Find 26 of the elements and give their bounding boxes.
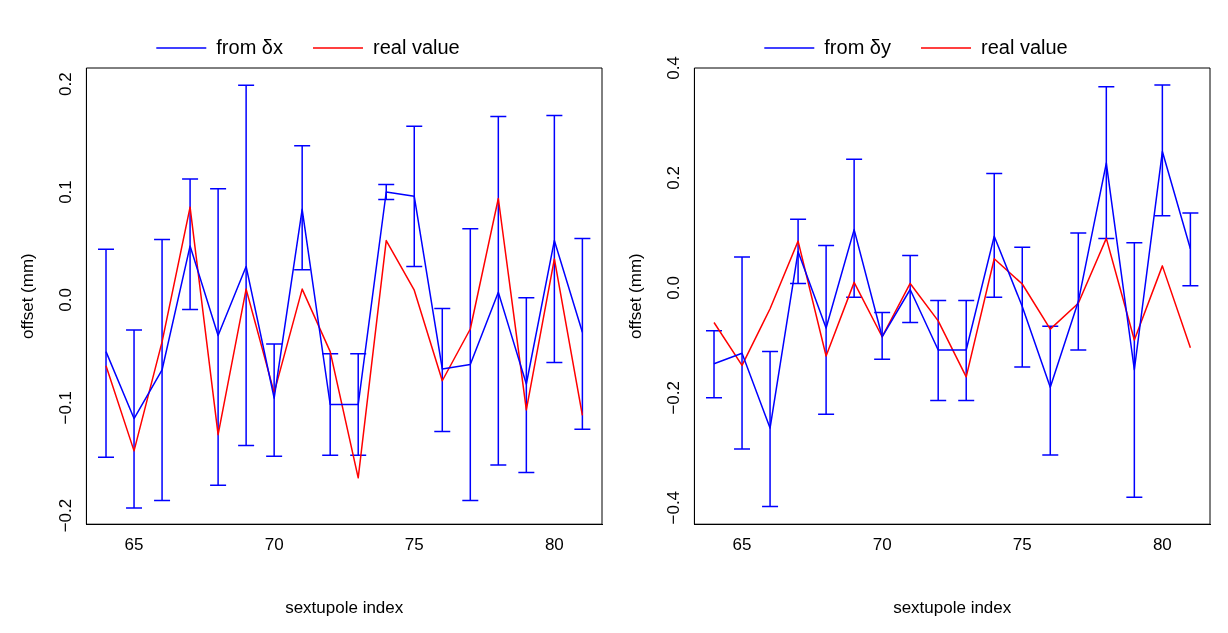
y-tick-label: −0.2: [663, 381, 683, 415]
y-tick-label: −0.1: [55, 390, 75, 425]
x-tick-label: 65: [732, 535, 752, 555]
legend-label: real value: [372, 35, 460, 58]
x-tick-label: 70: [872, 535, 892, 555]
y-axis-title: offset (mm): [17, 253, 37, 339]
legend-label: from δy: [824, 35, 891, 58]
legend-label: real value: [980, 35, 1068, 58]
y-tick-label: −0.2: [55, 498, 75, 533]
y-tick-label: 0.2: [663, 166, 683, 190]
y-tick-label: 0.0: [663, 276, 683, 300]
x-tick-label: 70: [264, 535, 284, 555]
x-tick-label: 75: [404, 535, 424, 555]
x-tick-label: 75: [1012, 535, 1032, 555]
x-tick-label: 65: [124, 535, 144, 555]
y-tick-label: 0.2: [55, 72, 75, 96]
y-tick-label: 0.1: [55, 180, 75, 204]
y-tick-label: 0.0: [55, 288, 75, 312]
legend-label: from δx: [216, 35, 283, 58]
x-tick-label: 80: [544, 535, 564, 555]
y-tick-label: −0.4: [663, 490, 683, 525]
x-tick-label: 80: [1152, 535, 1172, 555]
x-axis-title: sextupole index: [893, 598, 1012, 618]
y-tick-label: 0.4: [663, 56, 683, 80]
y-axis-title: offset (mm): [625, 253, 645, 339]
x-axis-title: sextupole index: [285, 598, 404, 618]
